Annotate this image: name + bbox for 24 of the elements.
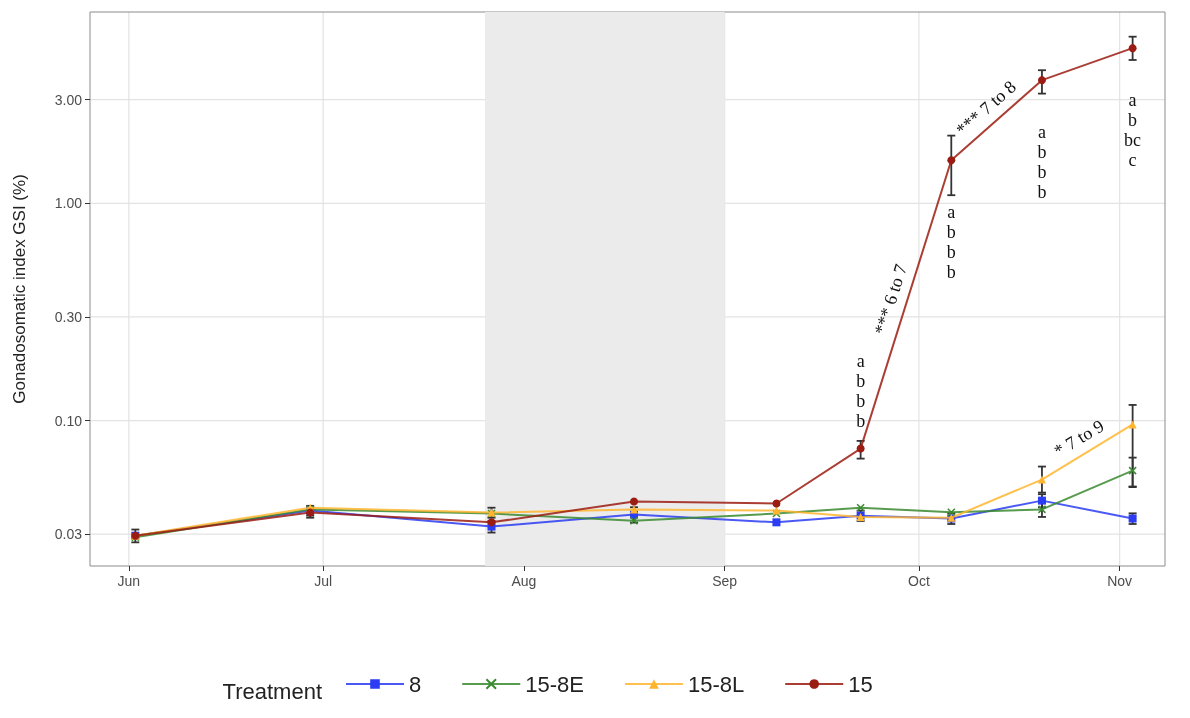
- x-tick-label: Jul: [314, 573, 333, 589]
- legend-title: Treatment: [222, 678, 323, 704]
- legend-label: 15-8L: [687, 671, 745, 697]
- annotation: a b b b: [1037, 122, 1047, 203]
- y-tick-label: 0.30: [54, 308, 83, 325]
- annotation: a b bc c: [1124, 90, 1142, 171]
- y-axis-title: Gonadosomatic index GSI (%): [10, 174, 29, 404]
- x-tick-label: Nov: [1107, 573, 1133, 589]
- legend-label: 8: [409, 671, 422, 697]
- annotation: a b b b: [856, 350, 866, 431]
- x-tick-label: Oct: [908, 573, 930, 589]
- y-tick-label: 1.00: [54, 195, 83, 212]
- legend-label: 15-8E: [525, 671, 584, 697]
- annotation: a b b b: [946, 202, 956, 283]
- annotation: *** 7 to 8: [952, 76, 1020, 140]
- y-tick-label: 0.10: [54, 412, 83, 429]
- annotation: * 7 to 9: [1050, 415, 1108, 461]
- x-tick-label: Jun: [117, 573, 141, 589]
- y-tick-label: 3.00: [54, 91, 83, 108]
- x-tick-label: Sep: [712, 573, 738, 589]
- legend-label: 15: [848, 671, 873, 697]
- annotation: *** 6 to 7: [870, 261, 912, 338]
- x-tick-label: Aug: [511, 573, 537, 589]
- y-tick-label: 0.03: [54, 526, 83, 543]
